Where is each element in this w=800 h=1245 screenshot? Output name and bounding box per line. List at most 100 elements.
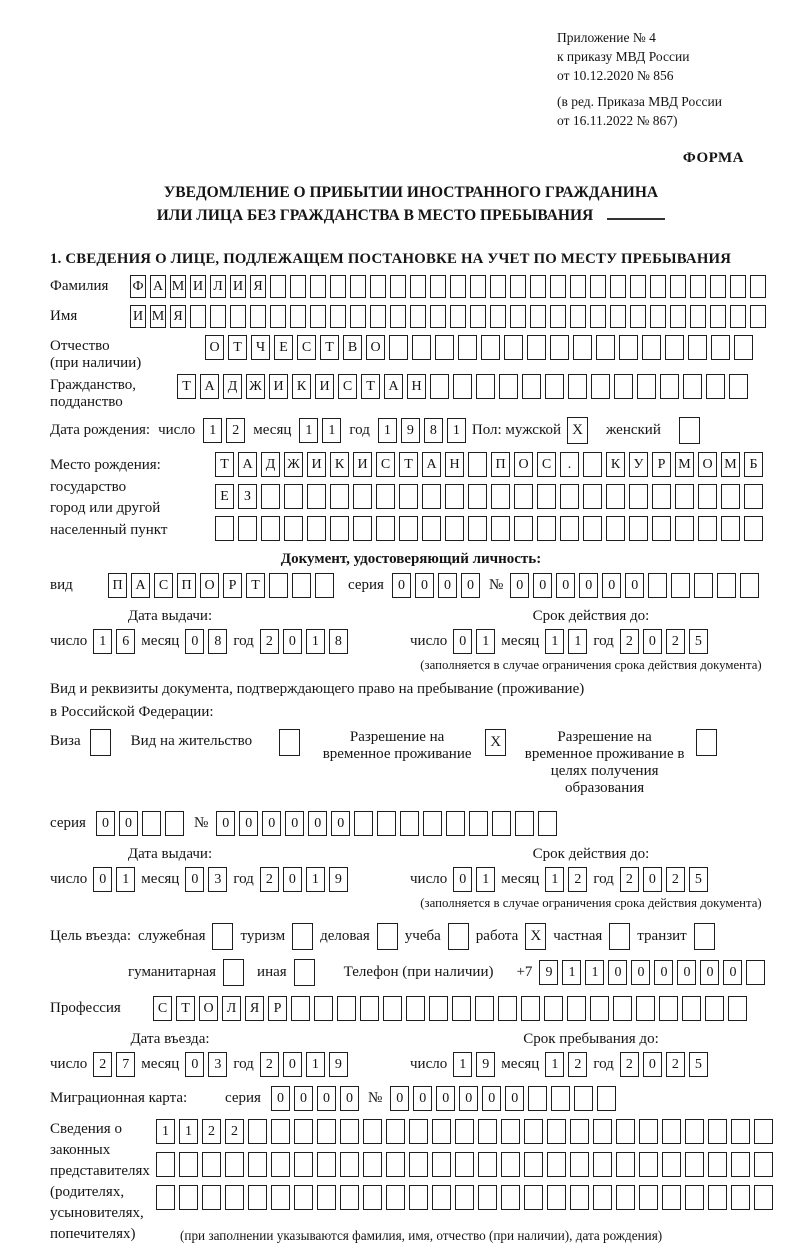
char-cell[interactable] (524, 1119, 543, 1144)
char-cell[interactable]: 0 (436, 1086, 456, 1111)
char-cell[interactable] (510, 305, 526, 328)
char-cell[interactable] (547, 1185, 566, 1210)
char-cell[interactable] (530, 305, 546, 328)
char-cell[interactable]: И (269, 374, 288, 399)
char-cell[interactable] (470, 275, 486, 298)
char-cell[interactable]: А (384, 374, 403, 399)
char-cell[interactable] (547, 1152, 566, 1177)
char-cell[interactable]: С (297, 335, 316, 360)
char-cell[interactable]: М (170, 275, 186, 298)
char-cell[interactable] (754, 1119, 773, 1144)
char-cell[interactable] (490, 305, 506, 328)
char-cell[interactable]: 0 (453, 867, 473, 892)
char-cell[interactable] (350, 275, 366, 298)
char-cell[interactable]: 0 (185, 1052, 205, 1077)
char-cell[interactable] (734, 335, 753, 360)
char-cell[interactable] (514, 516, 533, 541)
char-cell[interactable]: С (376, 452, 395, 477)
char-cell[interactable]: 0 (185, 867, 205, 892)
char-cell[interactable]: 2 (259, 629, 279, 654)
char-cell[interactable]: 1 (545, 1052, 565, 1077)
char-cell[interactable] (409, 1185, 428, 1210)
char-cell[interactable]: Е (215, 484, 234, 509)
char-cell[interactable] (728, 996, 747, 1021)
option-temp-residence-edu-checkbox[interactable] (696, 729, 718, 756)
char-cell[interactable] (490, 275, 506, 298)
char-cell[interactable] (570, 305, 586, 328)
char-cell[interactable]: 0 (677, 960, 697, 985)
char-cell[interactable] (688, 335, 707, 360)
char-cell[interactable] (491, 516, 510, 541)
char-cell[interactable] (481, 335, 500, 360)
char-cell[interactable]: 2 (259, 1052, 279, 1077)
char-cell[interactable] (710, 305, 726, 328)
char-cell[interactable] (637, 374, 656, 399)
char-cell[interactable] (685, 1119, 704, 1144)
char-cell[interactable] (469, 811, 489, 836)
char-cell[interactable]: 0 (331, 811, 351, 836)
char-cell[interactable]: Р (223, 573, 242, 598)
char-cell[interactable]: 0 (642, 1052, 662, 1077)
char-cell[interactable] (307, 484, 326, 509)
char-cell[interactable]: И (307, 452, 326, 477)
char-cell[interactable] (501, 1152, 520, 1177)
char-cell[interactable] (729, 374, 748, 399)
char-cell[interactable]: А (131, 573, 150, 598)
char-cell[interactable]: 0 (453, 629, 473, 654)
char-cell[interactable] (698, 484, 717, 509)
char-cell[interactable]: Ф (130, 275, 146, 298)
char-cell[interactable]: 1 (305, 629, 325, 654)
char-cell[interactable] (591, 374, 610, 399)
char-cell[interactable] (510, 275, 526, 298)
char-cell[interactable] (317, 1185, 336, 1210)
char-cell[interactable] (350, 305, 366, 328)
char-cell[interactable] (630, 275, 646, 298)
char-cell[interactable]: 0 (510, 573, 530, 598)
char-cell[interactable] (215, 516, 234, 541)
char-cell[interactable]: Ж (284, 452, 303, 477)
char-cell[interactable]: 1 (585, 960, 605, 985)
char-cell[interactable]: Д (223, 374, 242, 399)
char-cell[interactable] (710, 275, 726, 298)
char-cell[interactable] (455, 1152, 474, 1177)
char-cell[interactable] (498, 996, 517, 1021)
char-cell[interactable]: 2 (568, 867, 588, 892)
char-cell[interactable]: 1 (545, 629, 565, 654)
char-cell[interactable]: 0 (95, 811, 115, 836)
char-cell[interactable] (590, 996, 609, 1021)
char-cell[interactable] (340, 1152, 359, 1177)
char-cell[interactable] (570, 1185, 589, 1210)
char-cell[interactable]: 8 (423, 418, 443, 443)
char-cell[interactable] (708, 1119, 727, 1144)
char-cell[interactable] (430, 374, 449, 399)
char-cell[interactable] (619, 335, 638, 360)
char-cell[interactable] (271, 1185, 290, 1210)
char-cell[interactable]: Е (274, 335, 293, 360)
char-cell[interactable]: 9 (328, 1052, 348, 1077)
char-cell[interactable]: Н (445, 452, 464, 477)
char-cell[interactable] (330, 484, 349, 509)
char-cell[interactable]: А (200, 374, 219, 399)
char-cell[interactable] (740, 573, 760, 598)
char-cell[interactable] (524, 1185, 543, 1210)
char-cell[interactable] (409, 1119, 428, 1144)
char-cell[interactable] (560, 484, 579, 509)
char-cell[interactable]: 1 (305, 1052, 325, 1077)
char-cell[interactable] (550, 305, 566, 328)
char-cell[interactable] (317, 1119, 336, 1144)
option-residence-permit-checkbox[interactable] (279, 729, 301, 756)
char-cell[interactable] (455, 1119, 474, 1144)
char-cell[interactable] (652, 484, 671, 509)
char-cell[interactable]: 0 (642, 867, 662, 892)
char-cell[interactable]: Т (228, 335, 247, 360)
char-cell[interactable] (409, 1152, 428, 1177)
char-cell[interactable] (430, 275, 446, 298)
purpose-humanitarian-checkbox[interactable] (223, 959, 245, 986)
char-cell[interactable]: 7 (116, 1052, 136, 1077)
char-cell[interactable] (590, 275, 606, 298)
char-cell[interactable] (210, 305, 226, 328)
char-cell[interactable] (501, 1119, 520, 1144)
sex-female-checkbox[interactable] (678, 417, 700, 444)
char-cell[interactable]: 0 (339, 1086, 359, 1111)
char-cell[interactable] (225, 1152, 244, 1177)
